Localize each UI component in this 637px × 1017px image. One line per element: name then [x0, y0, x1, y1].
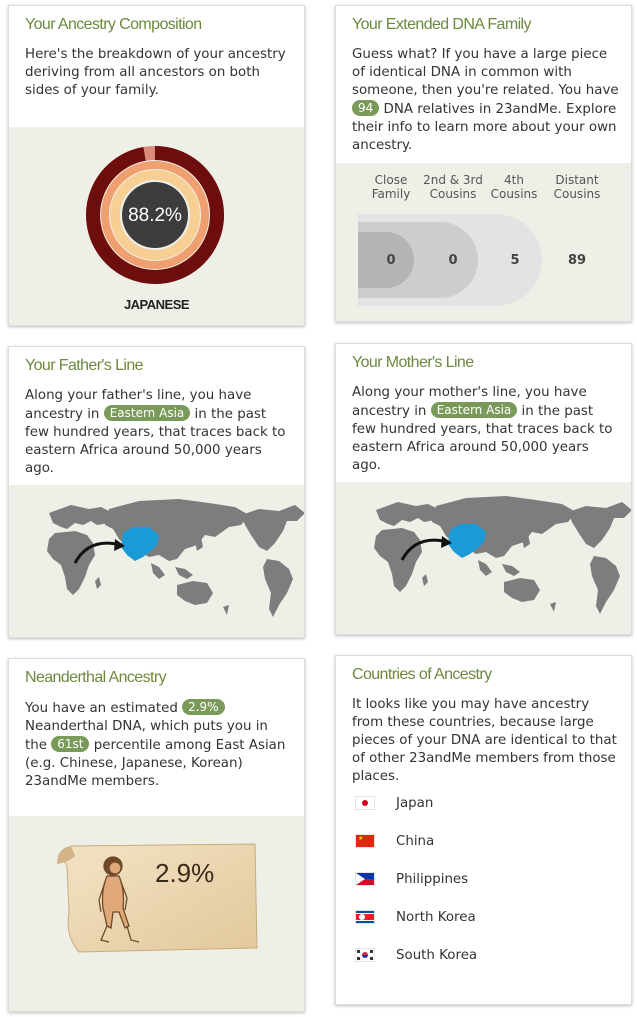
eastern-asia-highlight	[448, 524, 486, 558]
close-family-header: Close Family	[361, 173, 421, 201]
fourth-cousins-label-2: Cousins	[490, 187, 538, 201]
country-name: Philippines	[396, 871, 469, 887]
country-item-south-korea[interactable]: South Korea	[356, 945, 477, 965]
eastern-asia-highlight	[121, 527, 159, 561]
dna-family-title[interactable]: Your Extended DNA Family	[352, 16, 531, 33]
neanderthal-image-panel: 2.9%	[9, 816, 304, 1011]
fourth-cousins-count: 5	[510, 253, 520, 268]
neanderthal-text-3: percentile among East Asian (e.g. Chines…	[25, 738, 286, 789]
close-family-label-2: Family	[371, 187, 411, 201]
center-disc	[122, 182, 188, 248]
fathers-line-text-2: in the past few hundred years, that trac…	[25, 407, 286, 476]
dna-family-text-2: DNA relatives in 23andMe. Explore their …	[352, 102, 617, 153]
ancestry-percent-label: 88.2%	[128, 205, 182, 226]
neanderthal-title[interactable]: Neanderthal Ancestry	[25, 669, 167, 686]
dna-family-text-1: Guess what? If you have a large piece of…	[352, 47, 619, 98]
second-third-cousins-label-1: 2nd & 3rd	[423, 173, 483, 187]
mothers-region-badge: Eastern Asia	[430, 402, 518, 418]
japan-flag-icon	[356, 797, 374, 809]
country-name: North Korea	[396, 909, 476, 925]
country-name: South Korea	[396, 947, 478, 963]
fathers-map-panel	[9, 485, 304, 637]
neanderthal-image-percent: 2.9%	[155, 858, 215, 888]
outer-ring-segment	[86, 146, 225, 284]
ancestry-chart-panel: 88.2% JAPANESE	[9, 127, 304, 325]
countries-description: It looks like you may have ancestry from…	[352, 697, 617, 784]
close-family-count: 0	[386, 253, 396, 268]
fathers-line-text-1: Along your father's line, you have ances…	[25, 388, 252, 422]
ancestry-composition-card[interactable]: Your Ancestry Composition Here's the bre…	[8, 5, 305, 326]
neanderthal-card[interactable]: Neanderthal Ancestry You have an estimat…	[8, 658, 305, 1012]
second-third-cousins-count: 0	[448, 253, 458, 268]
migration-arrow-head	[114, 539, 125, 551]
fathers-world-map	[47, 499, 304, 617]
fathers-line-description: Along your father's line, you have ances…	[25, 387, 292, 478]
ancestry-population-label: JAPANESE	[123, 297, 190, 312]
second-third-cousins-header: 2nd & 3rd Cousins	[418, 173, 488, 201]
mothers-line-text-2: in the past few hundred years, that trac…	[352, 404, 613, 473]
country-name: China	[396, 833, 435, 849]
china-flag-icon: ★	[356, 835, 374, 847]
relatives-count-badge: 94	[352, 100, 380, 116]
distant-cousins-label-2: Cousins	[553, 187, 601, 201]
mothers-line-text-1: Along your mother's line, you have ances…	[352, 385, 587, 419]
mothers-line-title[interactable]: Your Mother's Line	[352, 354, 474, 371]
philippines-flag-icon	[356, 873, 374, 885]
second-third-cousins-label-2: Cousins	[429, 187, 477, 201]
neanderthal-text-1: You have an estimated	[25, 701, 178, 716]
neanderthal-description: You have an estimated 2.9% Neanderthal D…	[25, 699, 292, 791]
fathers-line-title[interactable]: Your Father's Line	[25, 357, 144, 374]
country-item-japan[interactable]: Japan	[356, 793, 433, 813]
relatives-nested-chart[interactable]	[336, 208, 632, 318]
distant-cousins-header: Distant Cousins	[546, 173, 608, 201]
countries-title[interactable]: Countries of Ancestry	[352, 666, 492, 683]
mothers-map-panel	[336, 482, 631, 634]
fourth-cousins-label-1: 4th	[504, 173, 524, 187]
fathers-line-card[interactable]: Your Father's Line Along your father's l…	[8, 346, 305, 638]
dna-family-card[interactable]: Your Extended DNA Family Guess what? If …	[335, 5, 632, 322]
ancestry-composition-description: Here's the breakdown of your ancestry de…	[25, 47, 286, 98]
middle-ring	[101, 161, 209, 269]
neanderthal-text-2: Neanderthal DNA, which puts you in the	[25, 719, 268, 753]
neanderthal-percentile-badge: 61st	[51, 736, 90, 752]
mothers-world-map	[374, 496, 631, 614]
inner-ring	[110, 170, 200, 260]
north-korea-flag-icon	[356, 911, 374, 923]
country-item-philippines[interactable]: Philippines	[356, 869, 468, 889]
country-name: Japan	[396, 795, 434, 811]
fourth-cousins-header: 4th Cousins	[484, 173, 544, 201]
mothers-line-description: Along your mother's line, you have ances…	[352, 384, 619, 475]
ancestry-donut-chart[interactable]	[9, 127, 305, 326]
country-item-north-korea[interactable]: North Korea	[356, 907, 476, 927]
neanderthal-parchment-image	[57, 843, 258, 953]
relatives-panel: Close Family 2nd & 3rd Cousins 4th Cousi…	[336, 163, 631, 321]
close-family-label-1: Close	[374, 173, 408, 187]
fathers-region-badge: Eastern Asia	[103, 405, 191, 421]
countries-card[interactable]: Countries of Ancestry It looks like you …	[335, 655, 632, 1005]
migration-arrow-head	[441, 536, 452, 548]
neanderthal-percent-badge: 2.9%	[182, 699, 225, 715]
country-item-china[interactable]: ★ China	[356, 831, 434, 851]
distant-cousins-label-1: Distant	[555, 173, 599, 187]
close-family-shape	[358, 232, 414, 288]
distant-cousins-count: 89	[567, 253, 587, 268]
mothers-line-card[interactable]: Your Mother's Line Along your mother's l…	[335, 343, 632, 635]
neanderthal-figure-icon	[98, 856, 140, 943]
south-korea-flag-icon	[356, 949, 374, 961]
dna-family-description: Guess what? If you have a large piece of…	[352, 46, 619, 155]
ancestry-composition-title[interactable]: Your Ancestry Composition	[25, 16, 202, 33]
